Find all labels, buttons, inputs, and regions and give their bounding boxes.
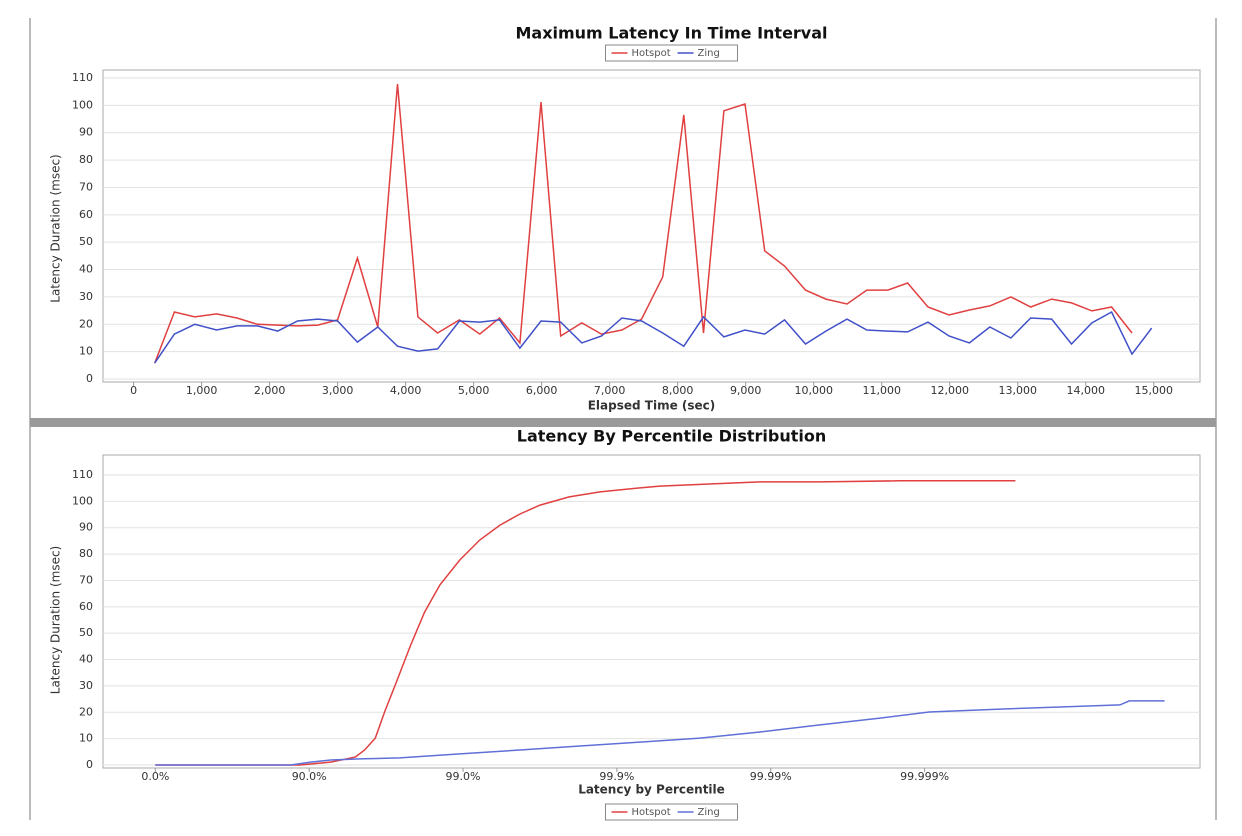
y-tick-label: 70 xyxy=(79,573,93,586)
chart-title: Maximum Latency In Time Interval xyxy=(515,24,827,43)
x-axis-label: Elapsed Time (sec) xyxy=(588,399,716,413)
x-tick-label: 0.0% xyxy=(141,770,169,783)
y-tick-label: 40 xyxy=(79,263,93,276)
y-tick-label: 40 xyxy=(79,653,93,666)
y-tick-label: 50 xyxy=(79,235,93,248)
x-tick-label: 10,000 xyxy=(794,384,833,397)
y-tick-label: 30 xyxy=(79,679,93,692)
x-tick-label: 5,000 xyxy=(458,384,490,397)
y-tick-label: 100 xyxy=(72,98,93,111)
x-tick-label: 13,000 xyxy=(998,384,1037,397)
x-tick-label: 12,000 xyxy=(930,384,969,397)
y-tick-label: 70 xyxy=(79,180,93,193)
y-tick-label: 50 xyxy=(79,626,93,639)
x-axis-label: Latency by Percentile xyxy=(578,783,725,797)
x-tick-label: 15,000 xyxy=(1135,384,1174,397)
y-tick-label: 90 xyxy=(79,521,93,534)
y-tick-label: 20 xyxy=(79,705,93,718)
x-tick-label: 0 xyxy=(130,384,137,397)
x-tick-label: 99.999% xyxy=(900,770,949,783)
x-tick-label: 7,000 xyxy=(594,384,626,397)
y-tick-label: 60 xyxy=(79,208,93,221)
divider xyxy=(30,418,1216,427)
x-tick-label: 99.99% xyxy=(750,770,792,783)
y-tick-label: 0 xyxy=(86,372,93,385)
y-tick-label: 20 xyxy=(79,317,93,330)
plot-area xyxy=(102,454,1201,769)
y-tick-label: 0 xyxy=(86,758,93,771)
x-tick-label: 8,000 xyxy=(662,384,694,397)
chart-title: Latency By Percentile Distribution xyxy=(517,427,826,446)
x-tick-label: 14,000 xyxy=(1066,384,1105,397)
legend-box xyxy=(605,44,738,62)
y-tick-label: 100 xyxy=(72,494,93,507)
series-line xyxy=(154,83,1133,364)
x-tick-label: 6,000 xyxy=(526,384,558,397)
x-tick-label: 2,000 xyxy=(254,384,286,397)
x-tick-label: 11,000 xyxy=(862,384,901,397)
y-tick-label: 80 xyxy=(79,547,93,560)
y-axis-label: Latency Duration (msec) xyxy=(49,546,63,694)
legend-label: Hotspot xyxy=(632,807,671,818)
series-line xyxy=(154,310,1153,364)
y-tick-label: 10 xyxy=(79,345,93,358)
legend-box xyxy=(605,803,738,821)
legend-label: Zing xyxy=(698,807,720,818)
y-tick-label: 90 xyxy=(79,126,93,139)
legend-label: Zing xyxy=(698,48,720,59)
y-tick-label: 10 xyxy=(79,732,93,745)
y-tick-label: 80 xyxy=(79,153,93,166)
series-line xyxy=(155,480,1016,766)
y-tick-label: 110 xyxy=(72,71,93,84)
x-tick-label: 99.0% xyxy=(446,770,481,783)
y-tick-label: 60 xyxy=(79,600,93,613)
x-tick-label: 3,000 xyxy=(322,384,354,397)
legend-label: Hotspot xyxy=(632,48,671,59)
series-line xyxy=(155,700,1165,766)
y-tick-label: 30 xyxy=(79,290,93,303)
x-tick-label: 9,000 xyxy=(730,384,762,397)
y-tick-label: 110 xyxy=(72,468,93,481)
plot-area xyxy=(102,69,1201,383)
x-tick-label: 1,000 xyxy=(186,384,218,397)
x-tick-label: 90.0% xyxy=(292,770,327,783)
x-tick-label: 99.9% xyxy=(599,770,634,783)
x-tick-label: 4,000 xyxy=(390,384,422,397)
y-axis-label: Latency Duration (msec) xyxy=(49,154,63,302)
